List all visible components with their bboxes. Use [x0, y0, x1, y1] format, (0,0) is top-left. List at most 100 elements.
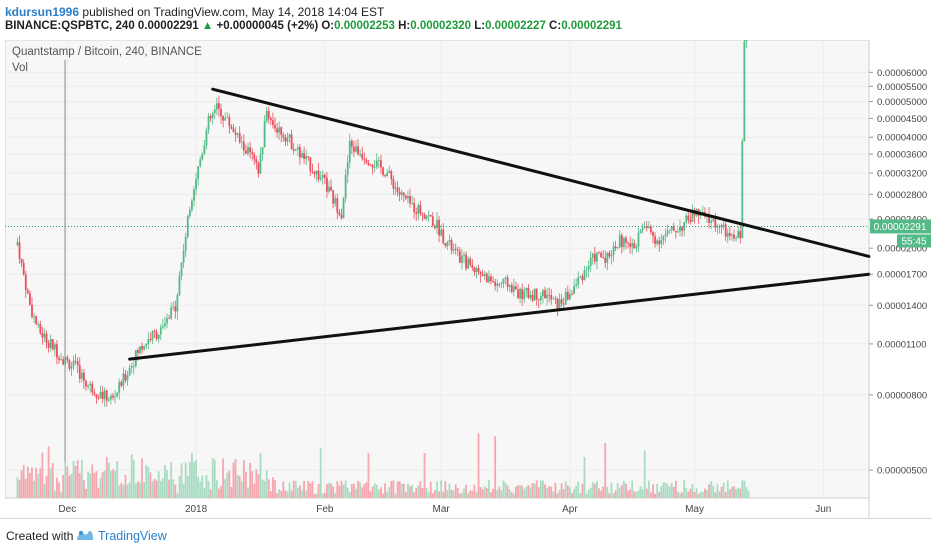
candle-body — [37, 324, 40, 325]
candle-body — [660, 240, 663, 245]
candle-body — [317, 170, 320, 180]
candle-body — [371, 165, 374, 168]
candle-body — [373, 167, 376, 168]
countdown-tag-text: 55:45 — [901, 236, 926, 247]
candle-body — [213, 109, 216, 114]
candle-body — [197, 166, 200, 180]
price-tick-label: 0.00000800 — [877, 390, 927, 401]
volume-bar — [70, 473, 73, 498]
candle-body — [685, 215, 688, 223]
volume-bar — [639, 486, 642, 498]
volume-bar — [16, 477, 19, 498]
volume-bar — [483, 486, 486, 498]
candle-body — [724, 224, 727, 237]
volume-bar — [282, 481, 285, 498]
candle-body — [585, 269, 588, 271]
candle-body — [581, 276, 584, 281]
time-tick-label: 2018 — [185, 504, 208, 515]
volume-bar — [571, 492, 573, 498]
price-tick-label: 0.00001100 — [877, 339, 927, 350]
candle-body — [483, 273, 486, 276]
candle-body — [251, 152, 254, 155]
candle-body — [230, 126, 233, 129]
candle-body — [58, 357, 60, 360]
candle-body — [47, 342, 50, 348]
volume-bar — [477, 433, 480, 498]
volume-bar — [604, 443, 607, 498]
volume-bar — [517, 485, 519, 498]
candle-body — [596, 252, 598, 262]
volume-bar — [334, 492, 337, 498]
candle-body — [560, 299, 563, 304]
volume-bar — [124, 474, 127, 498]
volume-bar — [463, 488, 465, 498]
candle-body — [238, 133, 241, 143]
volume-bar — [251, 471, 254, 498]
volume-bar — [267, 479, 270, 498]
volume-bar — [647, 480, 650, 498]
volume-bar — [305, 490, 308, 498]
price-tick-label: 0.00001700 — [877, 270, 927, 281]
candle-body — [413, 203, 416, 213]
volume-bar — [614, 490, 617, 498]
volume-bar — [20, 470, 23, 498]
candle-body — [132, 365, 135, 367]
candle-body — [159, 327, 162, 335]
candle-body — [272, 120, 274, 126]
candle-body — [558, 299, 561, 310]
candle-body — [548, 294, 551, 296]
volume-bar — [718, 491, 721, 498]
candle-body — [643, 226, 646, 229]
volume-bar — [207, 480, 210, 498]
volume-bar — [720, 486, 723, 498]
volume-bar — [448, 483, 451, 498]
price-chart[interactable]: 0.00006000 0.00005500 0.00005000 0.00004500… — [4, 0, 931, 518]
author-link[interactable]: kdursun1996 — [5, 5, 80, 19]
tradingview-brand-link[interactable]: TradingView — [98, 529, 167, 543]
price-axis-background — [869, 40, 931, 518]
volume-bar — [78, 473, 81, 498]
volume-bar — [76, 460, 79, 498]
candle-body — [205, 129, 208, 146]
candle-body — [265, 110, 268, 122]
candle-body — [726, 232, 729, 237]
volume-bar — [396, 481, 399, 498]
volume-bar — [191, 452, 193, 498]
price-tick-label: 0.00005500 — [877, 82, 927, 93]
tradingview-logo-icon[interactable] — [75, 528, 95, 542]
volume-bar — [569, 487, 571, 498]
candle-body — [716, 227, 719, 229]
volume-bar — [60, 491, 62, 498]
candle-body — [114, 396, 116, 398]
candle-body — [444, 243, 447, 246]
volume-bar — [336, 481, 339, 498]
volume-bar — [265, 470, 268, 498]
candle-body — [562, 303, 565, 305]
candle-body — [336, 198, 339, 213]
candle-body — [569, 293, 571, 300]
volume-bar — [735, 488, 737, 498]
volume-bar — [22, 465, 25, 498]
volume-bar — [544, 484, 546, 498]
volume-bar — [340, 480, 343, 498]
volume-bar — [508, 489, 511, 498]
volume-bar — [286, 491, 289, 498]
volume-bar — [261, 479, 264, 498]
volume-bar — [203, 488, 206, 498]
volume-bar — [323, 492, 326, 498]
candle-body — [199, 159, 202, 167]
volume-bar — [299, 485, 301, 498]
candle-body — [255, 159, 258, 163]
volume-bar — [213, 459, 216, 498]
candle-body — [161, 326, 164, 328]
candle-body — [137, 350, 139, 353]
candle-body — [195, 179, 197, 190]
volume-bar — [294, 481, 297, 498]
candle-body — [157, 334, 160, 339]
candle-body — [211, 113, 214, 119]
candle-body — [677, 231, 679, 233]
volume-bar — [166, 470, 168, 498]
chart-area[interactable]: 0.00006000 0.00005500 0.00005000 0.00004500… — [4, 0, 931, 518]
candle-body — [656, 240, 659, 244]
candle-body — [43, 333, 46, 338]
